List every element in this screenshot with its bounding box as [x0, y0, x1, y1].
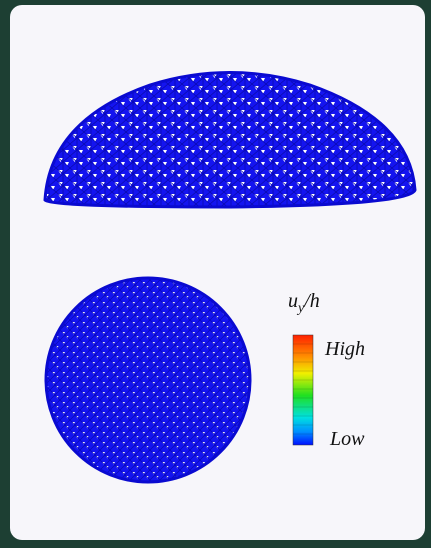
legend-label-rest: /h: [303, 290, 320, 312]
colorbar: [293, 335, 313, 445]
legend-symbol: u: [288, 290, 298, 312]
dome-top-view: [46, 278, 250, 482]
legend-high: High: [324, 338, 365, 360]
figure: uy/h High Low: [0, 0, 431, 548]
page: uy/h High Low (() => { const data = JSON…: [0, 0, 431, 548]
legend-low: Low: [329, 428, 365, 450]
